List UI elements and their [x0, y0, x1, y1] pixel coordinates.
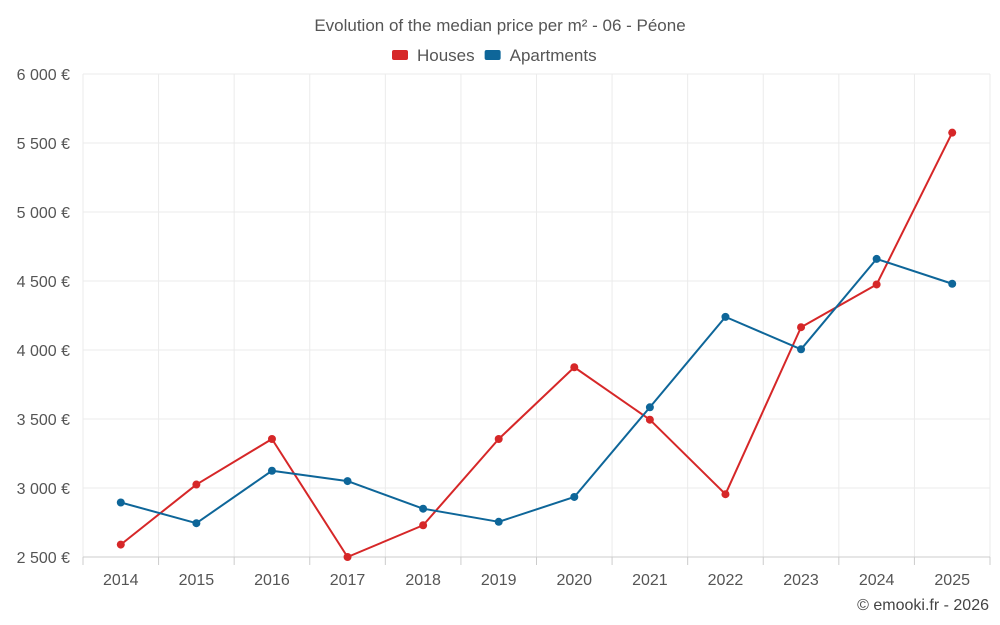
legend[interactable]: Houses Apartments: [392, 46, 597, 65]
chart-title: Evolution of the median price per m² - 0…: [314, 16, 685, 35]
x-tick-label: 2016: [254, 572, 290, 589]
y-tick-label: 3 000 €: [17, 481, 70, 498]
legend-item-apartments[interactable]: Apartments: [484, 46, 597, 65]
legend-swatch: [392, 50, 408, 60]
data-point[interactable]: [872, 280, 881, 289]
data-point[interactable]: [494, 435, 503, 444]
data-point[interactable]: [872, 254, 881, 263]
x-tick-label: 2018: [405, 572, 441, 589]
series-line[interactable]: [120, 132, 954, 558]
x-tick-label: 2017: [330, 572, 366, 589]
series-apartments[interactable]: [116, 254, 957, 528]
legend-label: Apartments: [510, 46, 597, 65]
y-tick-label: 4 000 €: [17, 343, 70, 360]
y-tick-label: 5 000 €: [17, 205, 70, 222]
x-tick-label: 2021: [632, 572, 668, 589]
x-tick-label: 2020: [556, 572, 592, 589]
legend-item-houses[interactable]: Houses: [392, 46, 475, 65]
data-point[interactable]: [419, 504, 428, 513]
data-point[interactable]: [948, 128, 957, 137]
data-point[interactable]: [419, 521, 428, 530]
x-tick-label: 2019: [481, 572, 517, 589]
x-tick-label: 2022: [708, 572, 744, 589]
y-tick-label: 3 500 €: [17, 412, 70, 429]
legend-swatch: [484, 50, 501, 60]
x-tick-label: 2025: [934, 572, 970, 589]
x-tick-label: 2024: [859, 572, 895, 589]
data-point[interactable]: [948, 279, 957, 288]
x-axis: 2014 2015 2016 2017 2018 2019 2020 2021 2022 2023…: [82, 556, 991, 589]
data-point[interactable]: [721, 312, 730, 321]
y-tick-label: 5 500 €: [17, 136, 70, 153]
data-point[interactable]: [645, 415, 654, 424]
data-point[interactable]: [797, 345, 806, 354]
credit-text: © emooki.fr - 2026: [857, 597, 989, 614]
data-point[interactable]: [343, 553, 352, 561]
data-point[interactable]: [267, 435, 276, 444]
data-point[interactable]: [570, 492, 579, 501]
data-point[interactable]: [645, 403, 654, 412]
data-point[interactable]: [116, 540, 125, 549]
gridlines: [82, 73, 991, 557]
data-point[interactable]: [192, 480, 201, 489]
x-tick-label: 2015: [179, 572, 215, 589]
data-point[interactable]: [797, 323, 806, 332]
y-tick-label: 6 000 €: [17, 67, 70, 84]
data-point[interactable]: [494, 517, 503, 526]
data-point[interactable]: [267, 466, 276, 475]
y-tick-label: 2 500 €: [17, 550, 70, 567]
y-axis: 2 500 € 3 000 € 3 500 € 4 000 € 4 500 € 5 000…: [17, 67, 70, 567]
series-layer: [116, 128, 957, 561]
data-point[interactable]: [343, 477, 352, 486]
legend-label: Houses: [417, 46, 475, 65]
y-tick-label: 4 500 €: [17, 274, 70, 291]
series-houses[interactable]: [116, 128, 957, 561]
data-point[interactable]: [192, 519, 201, 528]
x-tick-label: 2023: [783, 572, 819, 589]
data-point[interactable]: [116, 498, 125, 507]
series-line[interactable]: [120, 257, 953, 525]
data-point[interactable]: [721, 490, 730, 499]
data-point[interactable]: [570, 363, 579, 372]
x-tick-label: 2014: [103, 572, 139, 589]
